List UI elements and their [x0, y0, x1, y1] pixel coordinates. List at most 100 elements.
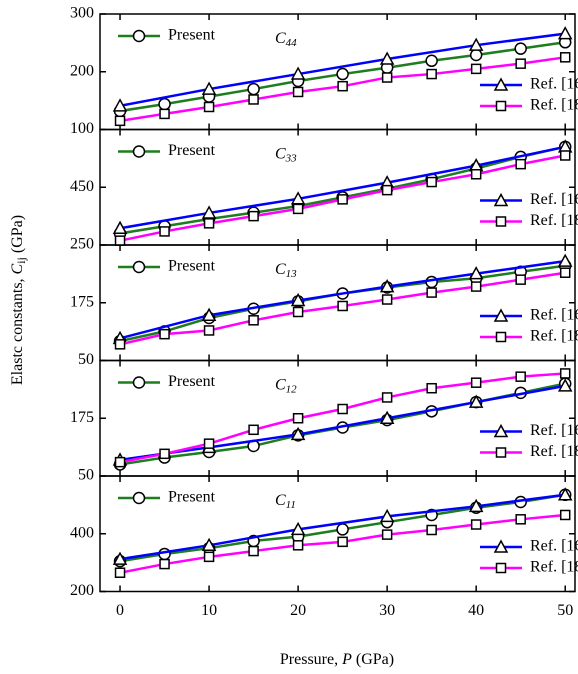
marker — [426, 524, 437, 536]
y-tick-label: 200 — [70, 582, 94, 599]
marker — [515, 58, 526, 69]
y-tick-label: 100 — [70, 120, 94, 137]
y-tick-label: 50 — [78, 467, 94, 484]
legend-label: Ref. [18] — [530, 559, 578, 576]
y-tick-label: 50 — [78, 351, 94, 368]
marker — [426, 68, 437, 80]
series-line — [119, 259, 566, 340]
legend-marker — [493, 423, 509, 438]
marker — [201, 307, 217, 321]
marker — [337, 300, 348, 312]
legend-marker — [493, 77, 509, 91]
panel-label-symbol: C — [275, 30, 286, 47]
panel-label-subscript: 33 — [285, 152, 298, 164]
legend-marker — [495, 447, 507, 458]
legend-label: Ref. [18] — [530, 97, 578, 114]
marker — [470, 169, 482, 180]
marker — [381, 184, 393, 196]
x-tick-label: 20 — [290, 602, 306, 619]
panel-label-symbol: C — [275, 261, 286, 278]
marker — [114, 115, 126, 127]
marker — [379, 279, 395, 293]
marker — [112, 220, 128, 235]
panel-label: C33 — [275, 145, 297, 164]
y-tick-label: 175 — [70, 293, 94, 310]
marker — [292, 86, 304, 98]
y-tick-label: 200 — [70, 62, 94, 79]
marker — [114, 235, 126, 246]
x-axis-label: Pressure, P (GPa) — [280, 651, 394, 668]
panel-label-subscript: 13 — [286, 268, 298, 280]
x-tick-label: 40 — [468, 602, 484, 619]
legend-label: Ref. [16] — [530, 538, 578, 555]
panel-label: C11 — [275, 492, 296, 511]
marker — [337, 536, 348, 548]
legend-label: Present — [168, 142, 216, 159]
legend-label: Ref. [16] — [530, 76, 578, 93]
legend-label: Ref. [16] — [530, 191, 578, 208]
panel-label-subscript: 44 — [286, 37, 298, 49]
marker — [203, 325, 215, 336]
marker — [112, 551, 128, 565]
legend-label: Present — [168, 489, 216, 506]
marker — [379, 410, 395, 424]
panel-label-subscript: 12 — [286, 383, 298, 395]
legend-label: Ref. [16] — [530, 422, 578, 439]
legend-marker — [132, 260, 146, 274]
marker — [159, 108, 170, 120]
x-tick-label: 50 — [557, 602, 573, 619]
x-tick-label: 30 — [379, 602, 395, 619]
marker — [515, 158, 526, 170]
series-line — [119, 145, 566, 230]
marker — [292, 413, 304, 424]
marker — [469, 48, 483, 62]
marker — [336, 523, 349, 536]
marker — [468, 498, 484, 513]
marker — [426, 176, 437, 188]
panel-label: C44 — [275, 30, 297, 49]
series-line — [119, 32, 566, 108]
marker — [290, 426, 306, 441]
x-tick-label: 0 — [116, 602, 124, 619]
marker — [159, 558, 170, 570]
panel-label: C12 — [275, 376, 297, 395]
marker — [559, 509, 571, 521]
panel-label-symbol: C — [275, 492, 286, 509]
marker — [203, 101, 215, 113]
marker — [114, 456, 126, 468]
marker — [290, 521, 306, 536]
marker — [381, 529, 393, 540]
marker — [247, 82, 260, 96]
marker — [468, 394, 484, 408]
marker — [426, 287, 437, 298]
marker — [559, 267, 571, 278]
marker — [158, 97, 171, 111]
marker — [381, 72, 393, 83]
marker — [468, 266, 484, 280]
legend-label: Ref. [18] — [530, 328, 578, 345]
marker — [559, 368, 571, 379]
legend-marker — [132, 29, 146, 43]
marker — [470, 281, 482, 292]
marker — [248, 94, 259, 105]
panel-label-symbol: C — [275, 145, 286, 162]
legend-label: Ref. [18] — [530, 212, 578, 229]
marker — [515, 371, 526, 382]
legend-marker — [495, 100, 507, 112]
marker — [379, 508, 395, 523]
marker — [337, 194, 348, 205]
marker — [515, 274, 526, 285]
legend-marker — [132, 145, 146, 158]
legend-label: Present — [168, 258, 216, 275]
marker — [292, 540, 304, 551]
marker — [425, 275, 438, 289]
panel-label-subscript: 11 — [286, 499, 296, 511]
marker — [201, 205, 217, 219]
marker — [468, 37, 484, 51]
legend-marker — [495, 562, 507, 574]
legend-marker — [132, 376, 146, 389]
marker — [337, 403, 348, 415]
marker — [292, 306, 304, 318]
legend-marker — [493, 308, 509, 322]
marker — [557, 253, 573, 267]
